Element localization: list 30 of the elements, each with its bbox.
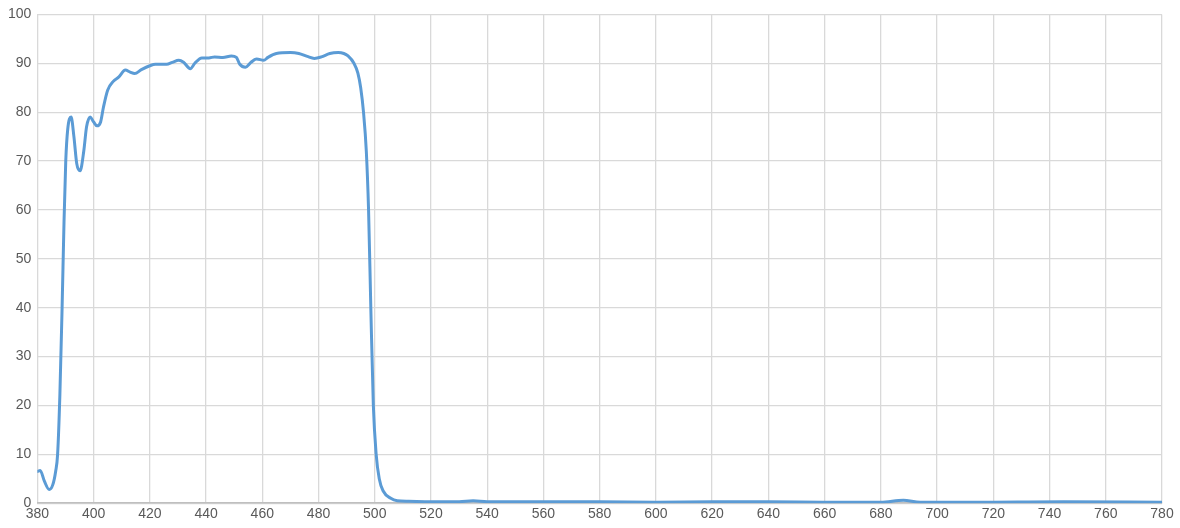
y-tick-label: 20 [15,396,32,413]
y-tick-label: 30 [15,347,32,364]
x-tick-label: 660 [812,505,837,522]
y-tick-label: 10 [15,445,32,462]
x-tick-label: 540 [475,505,500,522]
y-tick-label: 40 [15,298,32,315]
y-tick-label: 70 [15,151,32,168]
x-tick-label: 700 [925,505,949,522]
x-tick-label: 460 [250,505,275,522]
y-tick-label: 90 [15,54,32,71]
x-tick-label: 600 [644,505,668,522]
x-tick-label: 680 [869,505,893,522]
y-tick-label: 80 [15,103,32,120]
x-tick-label: 500 [363,505,387,522]
x-tick-label: 740 [1037,505,1062,522]
x-tick-label: 560 [531,505,556,522]
x-tick-label: 620 [700,505,725,522]
y-tick-label: 100 [8,5,32,22]
y-tick-label: 50 [15,249,32,266]
x-tick-label: 420 [138,505,162,522]
x-tick-label: 440 [194,505,218,522]
x-tick-label: 400 [81,505,106,522]
x-tick-label: 780 [1150,505,1174,522]
x-tick-label: 520 [419,505,443,522]
y-tick-label: 60 [15,200,32,217]
x-tick-label: 580 [588,505,612,522]
x-tick-label: 720 [981,505,1006,522]
x-tick-label: 640 [756,505,781,522]
x-tick-label: 480 [306,505,331,522]
x-tick-label: 760 [1094,505,1118,522]
